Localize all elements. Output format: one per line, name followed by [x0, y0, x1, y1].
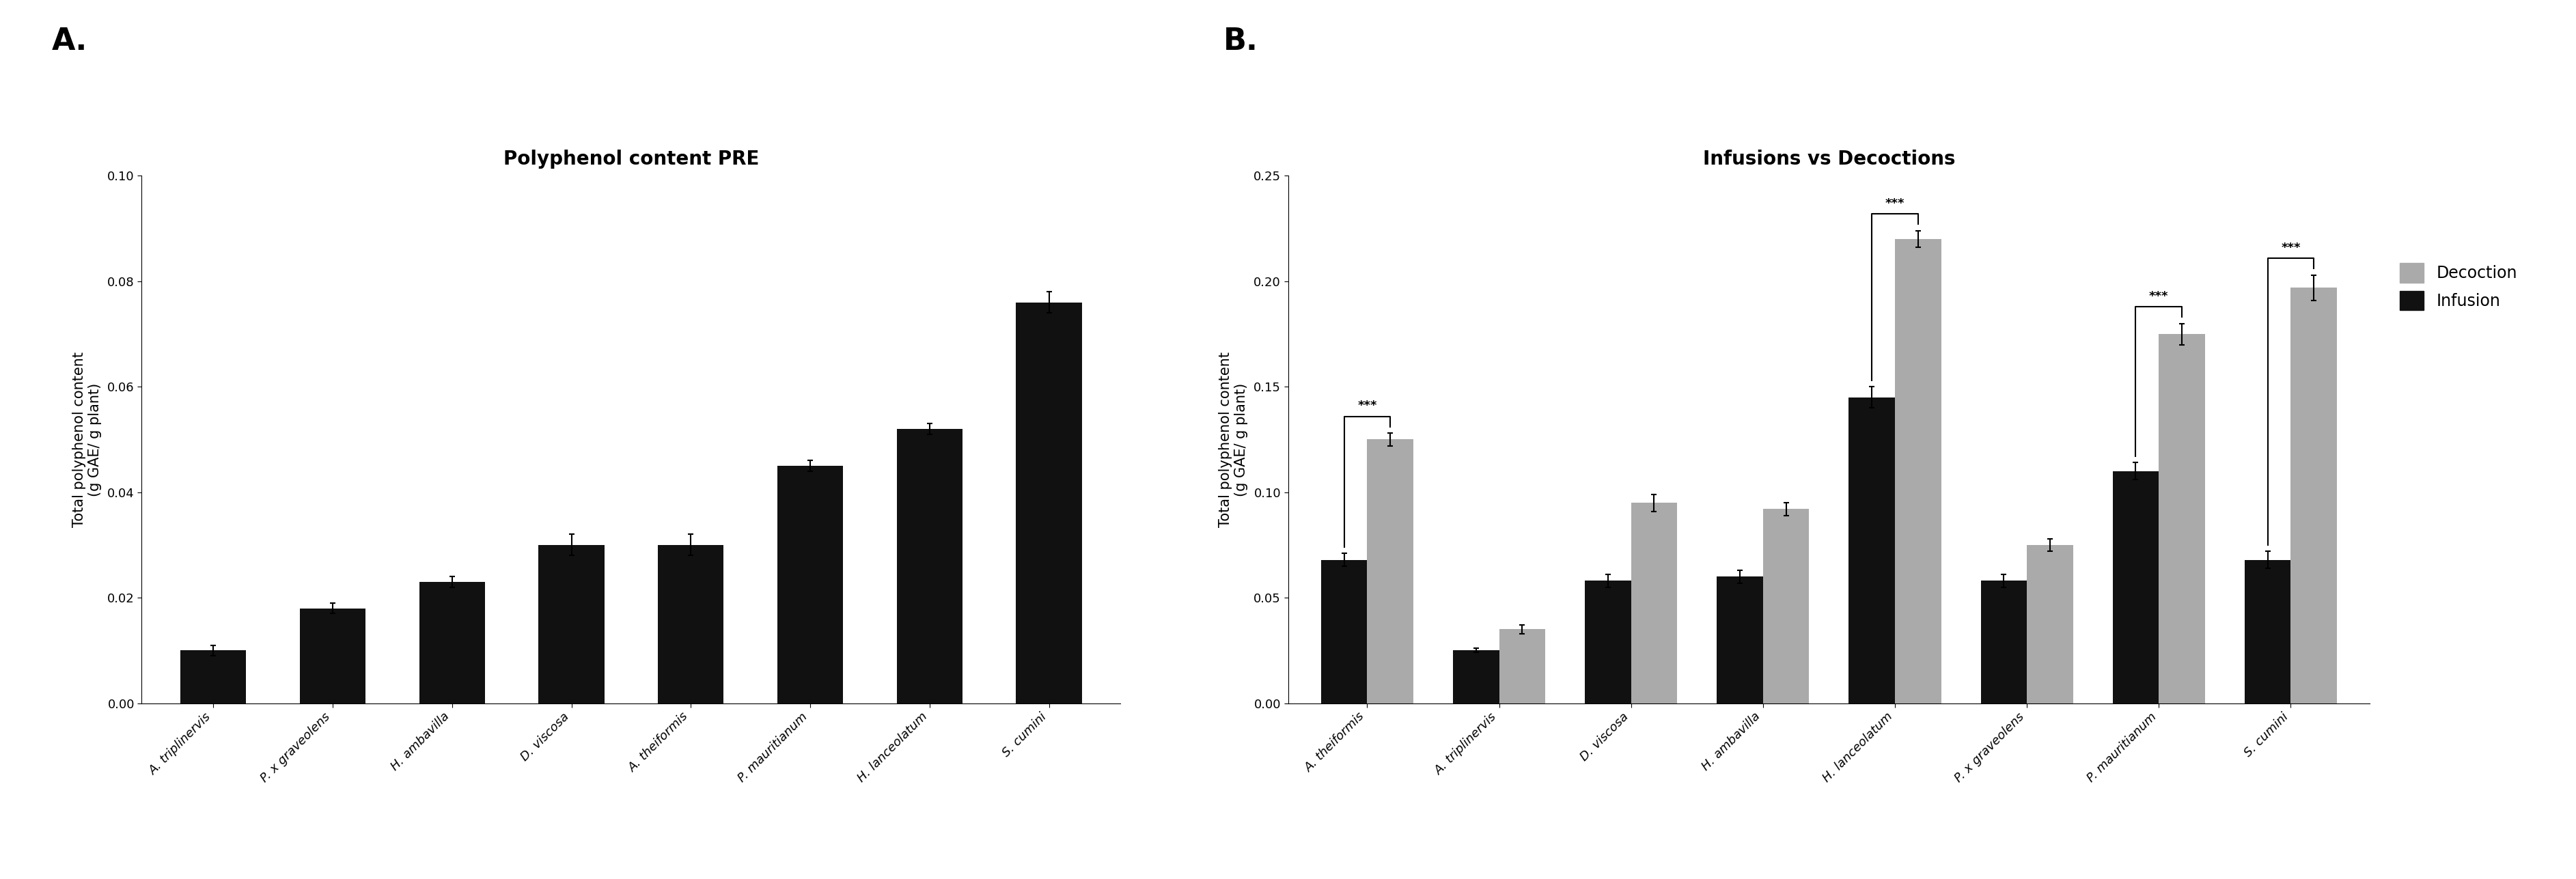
Bar [2027, 545, 2074, 703]
Bar [1762, 509, 1808, 703]
Bar [1015, 302, 1082, 703]
Text: ***: *** [1358, 400, 1378, 412]
Bar [1321, 560, 1368, 703]
Bar [2244, 560, 2290, 703]
Bar [1453, 650, 1499, 703]
Bar [1896, 239, 1942, 703]
Text: ***: *** [1886, 197, 1904, 209]
Bar [538, 545, 605, 703]
Bar [896, 429, 963, 703]
Bar [657, 545, 724, 703]
Bar [2290, 287, 2336, 703]
Legend: Decoction, Infusion: Decoction, Infusion [2401, 263, 2517, 310]
Text: B.: B. [1224, 26, 1257, 55]
Bar [1850, 397, 1896, 703]
Y-axis label: Total polyphenol content
(g GAE/ g plant): Total polyphenol content (g GAE/ g plant… [1218, 352, 1247, 527]
Bar [1716, 577, 1762, 703]
Bar [180, 650, 247, 703]
Text: ***: *** [2148, 290, 2169, 302]
Bar [299, 608, 366, 703]
Text: ***: *** [2280, 242, 2300, 254]
Text: A.: A. [52, 26, 88, 55]
Bar [1631, 503, 1677, 703]
Y-axis label: Total polyphenol content
(g GAE/ g plant): Total polyphenol content (g GAE/ g plant… [72, 352, 100, 527]
Bar [1584, 581, 1631, 703]
Title: Polyphenol content PRE: Polyphenol content PRE [502, 149, 760, 169]
Bar [1499, 629, 1546, 703]
Bar [420, 582, 484, 703]
Bar [2159, 334, 2205, 703]
Bar [1368, 440, 1414, 703]
Bar [1981, 581, 2027, 703]
Bar [2112, 471, 2159, 703]
Bar [778, 466, 842, 703]
Title: Infusions vs Decoctions: Infusions vs Decoctions [1703, 149, 1955, 169]
